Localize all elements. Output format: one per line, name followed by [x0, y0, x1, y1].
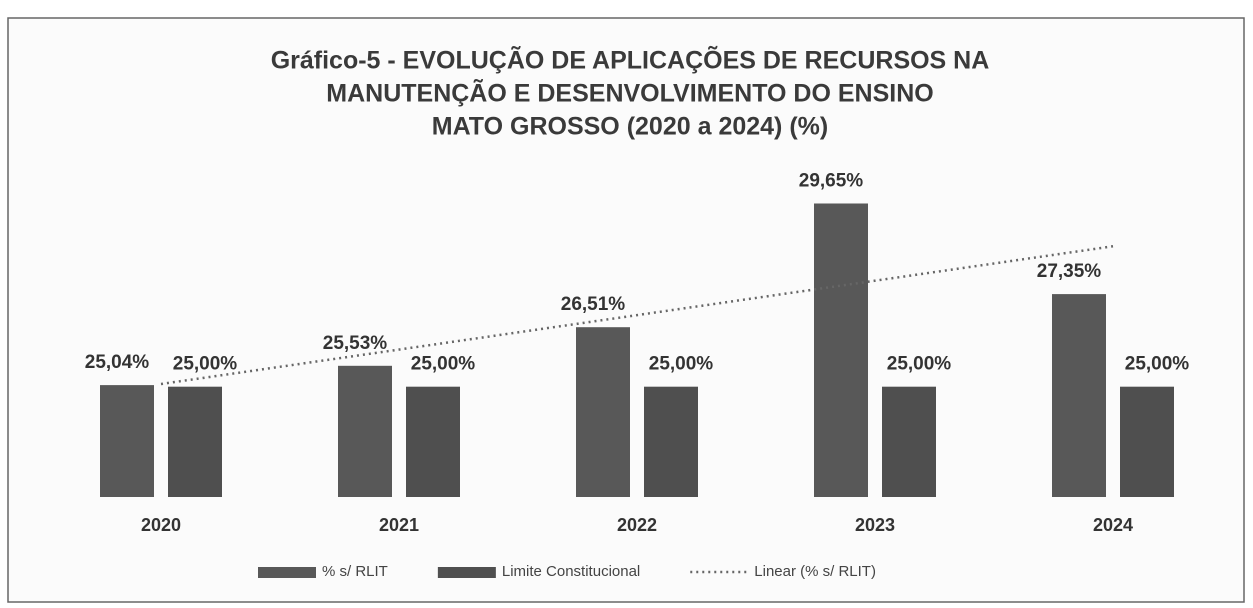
data-label: 25,04% — [85, 352, 150, 373]
bar — [1052, 294, 1106, 497]
trendline — [160, 245, 1114, 386]
legend-label: % s/ RLIT — [322, 563, 388, 580]
x-tick-label: 2024 — [1093, 515, 1133, 535]
legend-swatch — [258, 567, 316, 578]
data-label: 25,00% — [411, 354, 476, 375]
data-label: 25,53% — [323, 333, 388, 354]
bar — [576, 327, 630, 497]
bar — [100, 385, 154, 497]
data-label: 25,00% — [649, 354, 714, 375]
bar — [1120, 386, 1174, 497]
x-tick-label: 2023 — [855, 515, 895, 535]
chart-title: MATO GROSSO (2020 a 2024) (%) — [432, 113, 828, 141]
chart-title: MANUTENÇÃO E DESENVOLVIMENTO DO ENSINO — [326, 78, 933, 108]
data-label: 27,35% — [1037, 261, 1102, 282]
legend-swatch — [437, 567, 496, 578]
bar — [644, 386, 698, 497]
bar — [406, 386, 460, 497]
chart-frame — [7, 17, 1245, 603]
data-label: 25,00% — [1125, 354, 1190, 375]
data-label: 26,51% — [561, 294, 626, 315]
data-label: 29,65% — [799, 171, 864, 192]
data-label: 25,00% — [887, 354, 952, 375]
x-tick-label: 2021 — [379, 515, 419, 535]
x-tick-label: 2020 — [141, 515, 181, 535]
legend-label: Limite Constitucional — [502, 563, 640, 580]
bar — [338, 365, 392, 497]
data-label: 25,00% — [173, 354, 238, 375]
legend-label: Linear (% s/ RLIT) — [754, 563, 876, 580]
bar — [168, 386, 222, 497]
bar — [814, 203, 868, 497]
chart-title: Gráfico-5 - EVOLUÇÃO DE APLICAÇÕES DE RE… — [271, 45, 990, 75]
bar — [882, 386, 936, 497]
x-tick-label: 2022 — [617, 515, 657, 535]
